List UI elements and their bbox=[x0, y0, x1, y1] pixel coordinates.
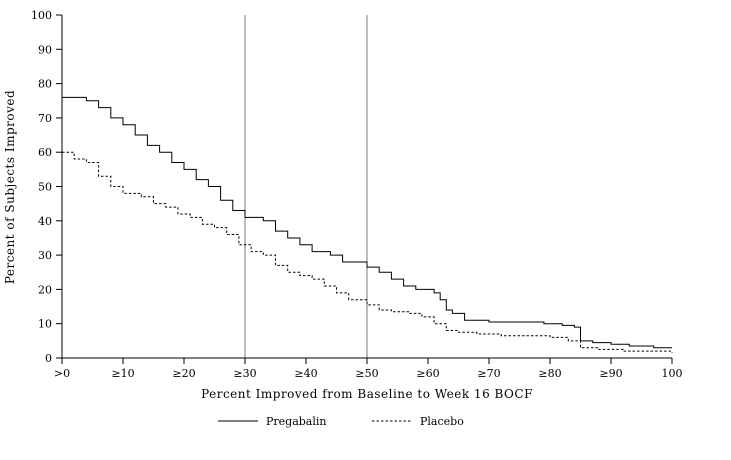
x-tick-label: ≥80 bbox=[538, 367, 561, 380]
x-tick-label: ≥30 bbox=[233, 367, 256, 380]
y-tick-label: 30 bbox=[38, 249, 52, 262]
x-tick-label: 100 bbox=[662, 367, 683, 380]
y-tick-label: 80 bbox=[38, 78, 52, 91]
x-axis-title: Percent Improved from Baseline to Week 1… bbox=[201, 387, 533, 401]
x-tick-label: ≥10 bbox=[111, 367, 134, 380]
x-tick-label: ≥70 bbox=[477, 367, 500, 380]
legend-label-pregabalin: Pregabalin bbox=[266, 415, 327, 428]
y-tick-label: 60 bbox=[38, 146, 52, 159]
x-tick-label: ≥20 bbox=[172, 367, 195, 380]
y-tick-label: 100 bbox=[31, 9, 52, 22]
y-tick-label: 40 bbox=[38, 215, 52, 228]
series-line-pregabalin bbox=[62, 96, 672, 349]
y-tick-label: 0 bbox=[45, 352, 52, 365]
x-tick-label: >0 bbox=[54, 367, 70, 380]
plot-area: 0 10 20 30 40 50 60 70 80 90 100 >0 ≥10 ≥20 ≥30 ≥40 ≥50 ≥… bbox=[31, 9, 683, 380]
legend-label-placebo: Placebo bbox=[420, 415, 464, 428]
x-tick-label: ≥50 bbox=[355, 367, 378, 380]
x-tick-label: ≥40 bbox=[294, 367, 317, 380]
x-tick-label: ≥90 bbox=[599, 367, 622, 380]
y-tick-label: 90 bbox=[38, 43, 52, 56]
y-tick-label: 50 bbox=[38, 181, 52, 194]
y-tick-label: 10 bbox=[38, 318, 52, 331]
y-tick-label: 70 bbox=[38, 112, 52, 125]
y-tick-label: 20 bbox=[38, 283, 52, 296]
legend: Pregabalin Placebo bbox=[218, 415, 464, 428]
y-axis-title: Percent of Subjects Improved bbox=[3, 90, 17, 284]
x-tick-label: ≥60 bbox=[416, 367, 439, 380]
